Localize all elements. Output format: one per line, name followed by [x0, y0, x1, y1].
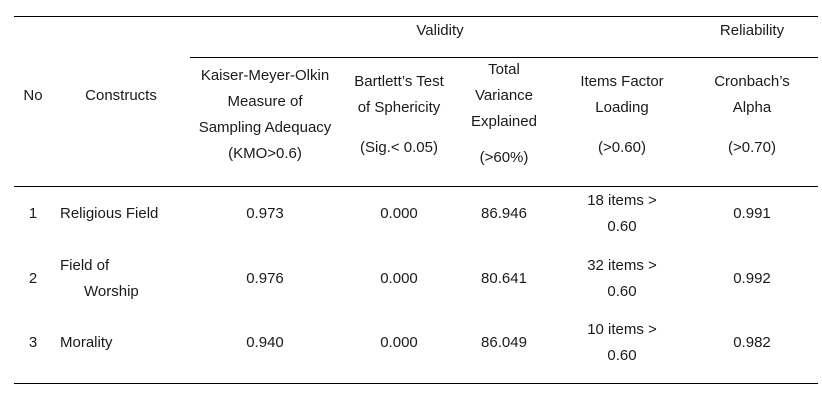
header-kmo-line: Kaiser-Meyer-Olkin [200, 67, 330, 84]
row-construct: Religious Field [60, 205, 159, 222]
header-kmo: Kaiser-Meyer-Olkin Measure of Sampling A… [190, 63, 340, 171]
row-variance: 80.641 [481, 270, 527, 287]
row-construct-line: Field of [60, 257, 110, 274]
header-kmo-line: Measure of [227, 93, 303, 110]
header-bartlett: Bartlett’s Test of Sphericity (Sig.< 0.0… [340, 69, 458, 169]
row-loading-line: 0.60 [607, 218, 637, 235]
row-loading-line: 10 items > [587, 321, 657, 338]
header-loading-criterion: (>0.60) [598, 139, 646, 156]
row-kmo: 0.940 [246, 334, 284, 351]
reliability-group-header: Reliability [719, 22, 785, 39]
header-variance-line: Variance [474, 87, 534, 104]
header-variance-criterion: (>60%) [479, 149, 529, 166]
row-loading-line: 0.60 [607, 283, 637, 300]
row-loading: 32 items > 0.60 [558, 253, 686, 305]
row-kmo: 0.976 [246, 270, 284, 287]
header-alpha-line: Cronbach’s [714, 73, 790, 90]
header-variance: Total Variance Explained (>60%) [458, 57, 550, 177]
row-loading-line: 18 items > [587, 192, 657, 209]
header-loading-line: Loading [595, 99, 649, 116]
row-alpha: 0.991 [733, 205, 771, 222]
validity-group-header: Validity [416, 22, 464, 39]
row-alpha: 0.982 [733, 334, 771, 351]
row-no: 2 [28, 270, 38, 287]
row-bartlett: 0.000 [380, 270, 418, 287]
header-loading: Items Factor Loading (>0.60) [558, 69, 686, 169]
row-variance: 86.946 [481, 205, 527, 222]
row-bartlett: 0.000 [380, 205, 418, 222]
row-no: 1 [28, 205, 38, 222]
header-bottom-rule [14, 186, 818, 187]
row-construct: Field of Worship [60, 253, 190, 305]
header-alpha-criterion: (>0.70) [728, 139, 776, 156]
table-top-rule [14, 16, 818, 17]
validity-group-rule [190, 57, 818, 58]
row-loading-line: 32 items > [587, 257, 657, 274]
row-no: 3 [28, 334, 38, 351]
row-kmo: 0.973 [246, 205, 284, 222]
row-construct: Morality [60, 334, 113, 351]
row-bartlett: 0.000 [380, 334, 418, 351]
header-bartlett-criterion: (Sig.< 0.05) [360, 139, 438, 156]
header-no: No [23, 87, 43, 104]
header-bartlett-line: of Sphericity [357, 99, 441, 116]
header-variance-line: Total [488, 61, 520, 78]
header-kmo-criterion: (KMO>0.6) [228, 145, 302, 162]
row-variance: 86.049 [481, 334, 527, 351]
table-bottom-rule [14, 383, 818, 384]
row-alpha: 0.992 [733, 270, 771, 287]
row-construct-line: Worship [84, 283, 139, 300]
header-alpha-line: Alpha [732, 99, 772, 116]
header-alpha: Cronbach’s Alpha (>0.70) [690, 69, 814, 169]
header-bartlett-line: Bartlett’s Test [354, 73, 444, 90]
header-variance-line: Explained [471, 113, 537, 130]
row-loading: 10 items > 0.60 [558, 317, 686, 369]
row-loading: 18 items > 0.60 [558, 188, 686, 240]
header-constructs: Constructs [85, 87, 157, 104]
row-loading-line: 0.60 [607, 347, 637, 364]
header-loading-line: Items Factor [580, 73, 664, 90]
header-kmo-line: Sampling Adequacy [198, 119, 332, 136]
